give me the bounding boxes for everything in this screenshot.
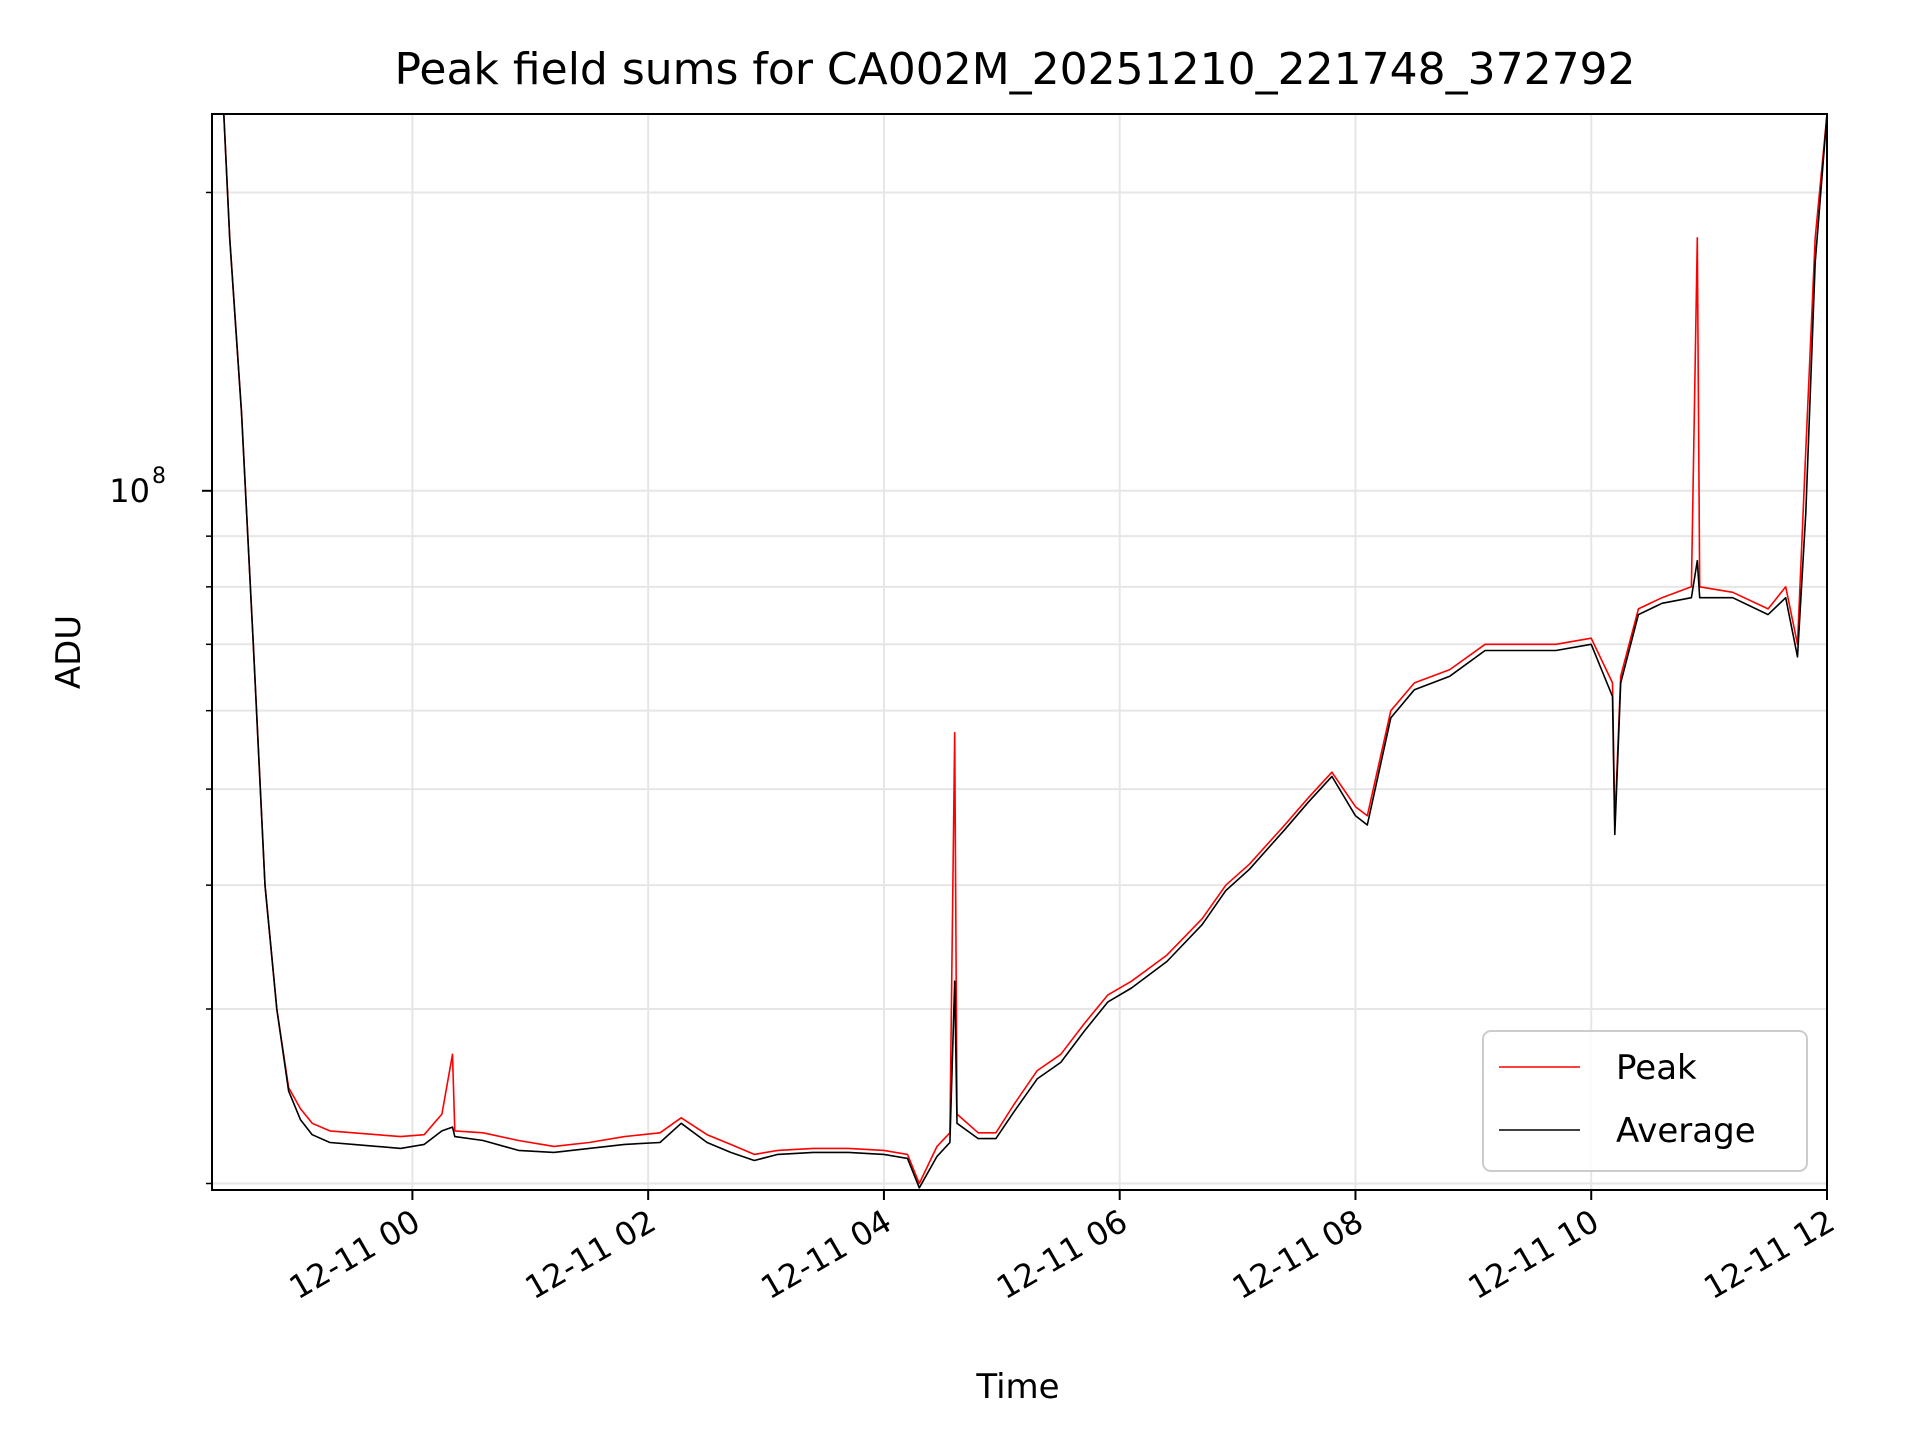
y-axis-ticks: 10 8: [109, 191, 212, 1185]
x-axis-label: Time: [975, 1367, 1059, 1407]
axes-frame: [211, 113, 1828, 1191]
legend-label-average: Average: [1616, 1111, 1756, 1151]
legend-label-peak: Peak: [1616, 1048, 1697, 1088]
plot-area: [212, 114, 1827, 1189]
chart-title: Peak field sums for CA002M_20251210_2217…: [394, 44, 1635, 95]
series-line-average: [212, 114, 1827, 1189]
y-axis-label: ADU: [49, 615, 89, 689]
y-tick-label-exponent: 8: [152, 464, 166, 489]
y-tick-major-label: 10 8: [109, 464, 166, 510]
legend-box: [1482, 1030, 1808, 1172]
legend: Peak Average: [1482, 1030, 1808, 1172]
y-tick-label-base: 10: [109, 472, 150, 510]
